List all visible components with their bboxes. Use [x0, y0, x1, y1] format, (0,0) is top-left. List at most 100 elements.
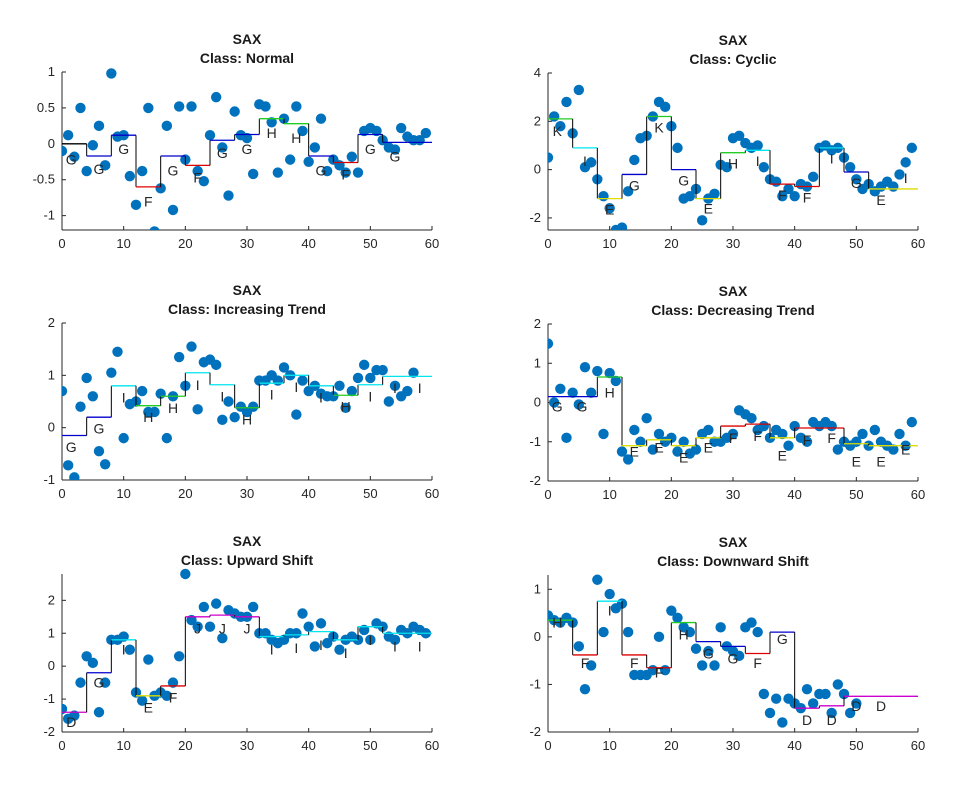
x-tick-label: 20: [664, 738, 678, 753]
data-point: [777, 428, 788, 440]
data-point: [284, 154, 296, 165]
x-tick-label: 20: [178, 486, 192, 501]
sax-symbol: G: [576, 398, 587, 414]
data-point: [217, 414, 228, 426]
data-point: [777, 190, 788, 202]
sax-symbol: H: [143, 409, 153, 425]
data-point: [764, 707, 776, 719]
data-point: [272, 375, 284, 386]
data-point: [161, 690, 173, 701]
data-point: [180, 568, 191, 580]
data-point: [783, 183, 794, 195]
data-point: [309, 641, 321, 652]
data-point: [715, 622, 726, 633]
chart-title: SAX: [233, 533, 262, 549]
sax-symbol: I: [319, 389, 323, 405]
data-point: [124, 170, 136, 182]
sax-symbol: D: [876, 698, 886, 714]
y-tick-label: -1: [529, 676, 541, 691]
data-point: [389, 144, 401, 155]
data-point: [758, 688, 770, 700]
data-point: [173, 351, 185, 363]
data-point: [561, 96, 572, 108]
data-point: [752, 626, 763, 638]
sax-symbol: H: [679, 626, 689, 642]
x-tick-label: 0: [544, 487, 551, 502]
data-point: [278, 634, 290, 646]
data-point: [192, 165, 203, 177]
sax-symbol: I: [418, 380, 422, 396]
data-point: [690, 444, 702, 455]
sax-symbol: F: [655, 665, 664, 681]
data-point: [672, 142, 683, 154]
sax-symbol: F: [778, 187, 787, 203]
x-tick-label: 0: [544, 738, 551, 753]
data-point: [136, 165, 148, 177]
data-point: [75, 102, 86, 114]
sax-symbol: F: [803, 189, 812, 205]
sax-symbol: G: [94, 161, 105, 177]
sax-symbol: G: [728, 650, 739, 666]
y-tick-label: -1: [43, 208, 55, 223]
data-point: [770, 693, 782, 704]
data-point: [548, 152, 554, 163]
sax-symbol: E: [778, 447, 787, 463]
data-point: [297, 125, 308, 137]
data-point: [703, 424, 714, 436]
data-point: [315, 113, 327, 124]
x-tick-label: 20: [178, 236, 192, 251]
data-point: [733, 130, 745, 141]
data-point: [659, 101, 671, 113]
sax-symbol: E: [605, 201, 614, 217]
data-point: [149, 226, 160, 230]
data-point: [807, 698, 819, 709]
data-point: [770, 176, 782, 187]
chart-subtitle: Class: Normal: [200, 50, 294, 66]
chart-subtitle: Class: Downward Shift: [657, 553, 809, 569]
data-point: [124, 644, 136, 655]
data-point: [99, 677, 111, 688]
x-tick-label: 60: [425, 738, 439, 753]
y-tick-label: 1: [534, 581, 541, 596]
sax-symbol: K: [654, 119, 664, 135]
y-tick-label: 1: [48, 367, 55, 382]
x-tick-label: 10: [602, 236, 616, 251]
data-point: [352, 372, 364, 384]
data-point: [106, 367, 117, 378]
data-point: [223, 396, 234, 407]
data-point: [389, 380, 401, 391]
data-point: [727, 428, 739, 440]
data-point: [99, 459, 111, 470]
data-point: [136, 385, 148, 397]
data-point: [826, 707, 837, 719]
sax-symbol: G: [242, 141, 253, 157]
data-point: [844, 162, 856, 173]
y-tick-label: 0: [534, 395, 541, 410]
sax-symbol: E: [144, 699, 153, 715]
x-tick-label: 30: [240, 236, 254, 251]
data-point: [149, 406, 160, 418]
data-point: [192, 404, 203, 415]
sax-symbol: E: [704, 440, 713, 456]
y-tick-label: -2: [43, 724, 55, 739]
sax-symbol: F: [581, 655, 590, 671]
x-tick-label: 0: [58, 486, 65, 501]
x-tick-label: 0: [58, 236, 65, 251]
sax-symbol: F: [753, 655, 762, 671]
data-point: [167, 677, 179, 688]
sax-symbol: G: [390, 149, 401, 165]
sax-symbol: G: [66, 439, 77, 455]
y-tick-label: 2: [534, 113, 541, 128]
data-point: [297, 608, 308, 619]
sax-symbol: K: [553, 123, 563, 139]
sax-symbol: D: [851, 698, 861, 714]
data-point: [709, 188, 720, 199]
data-point: [616, 222, 628, 230]
data-point: [303, 621, 314, 632]
chart-title: SAX: [233, 31, 262, 47]
sax-symbol: G: [365, 141, 376, 157]
sax-symbol: J: [194, 620, 201, 636]
